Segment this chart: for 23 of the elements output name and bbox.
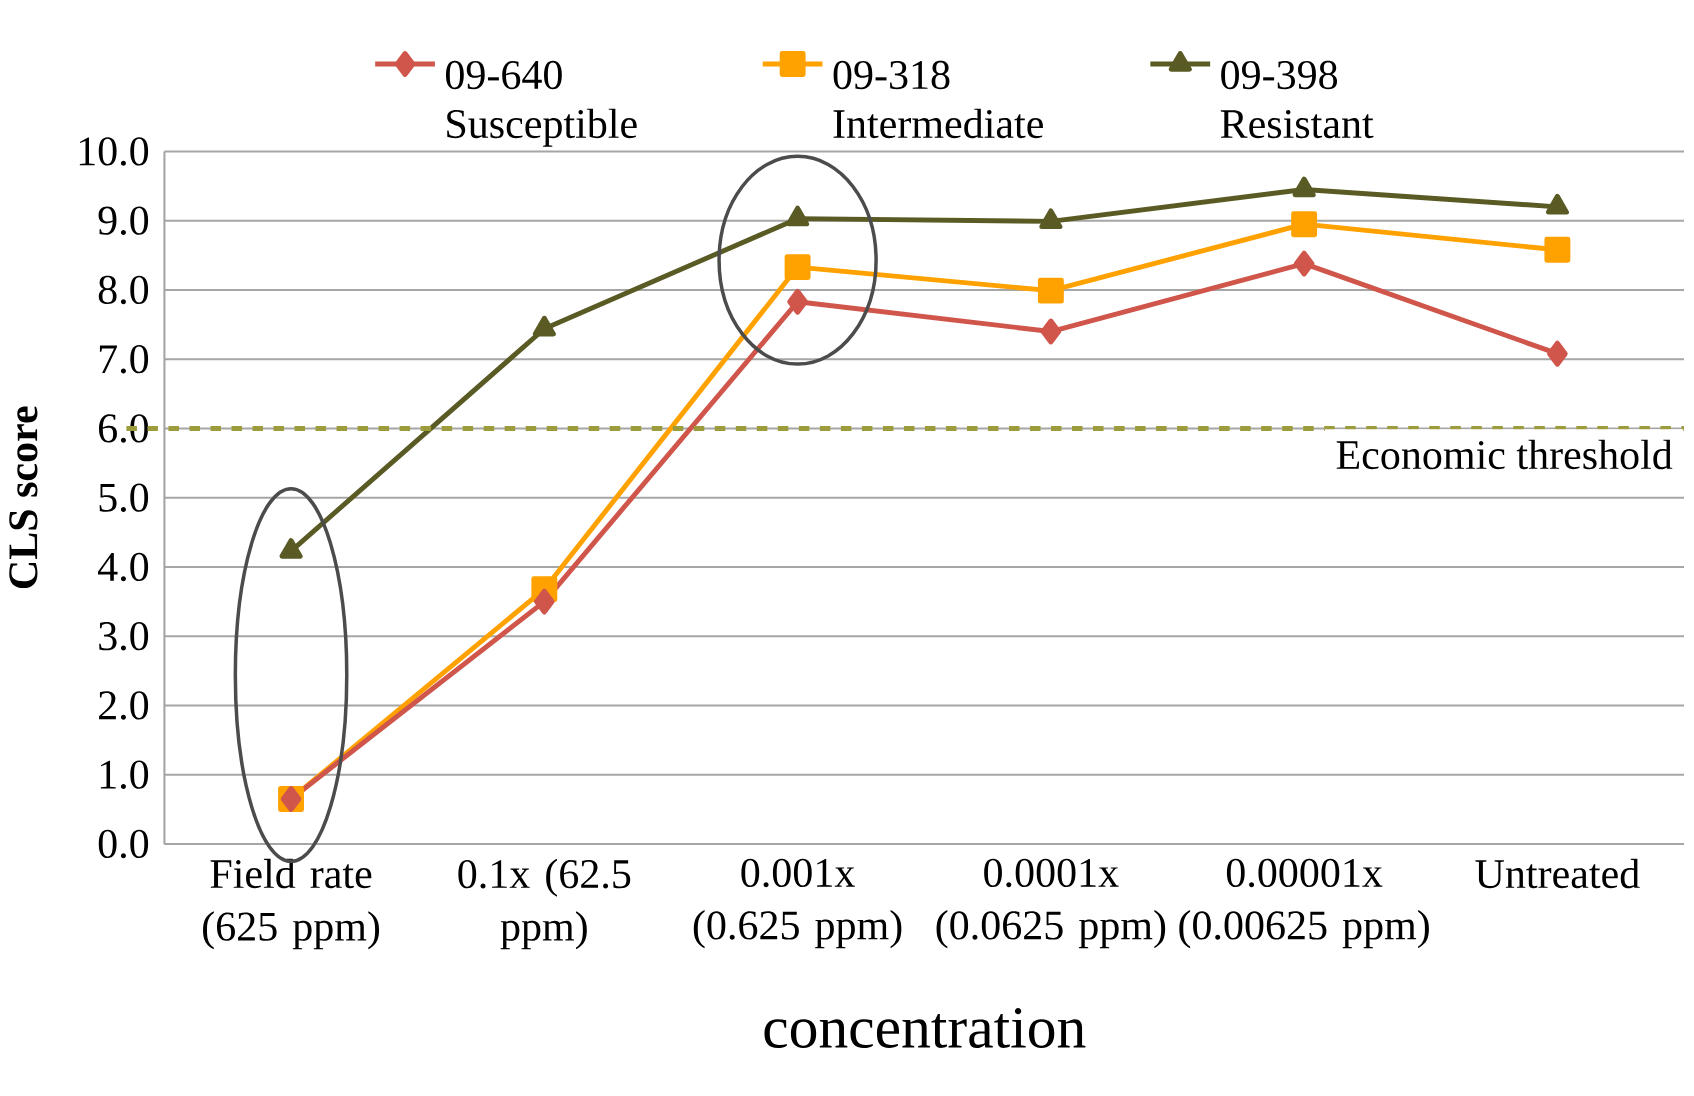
y-tick-label: 0.0 xyxy=(98,829,149,859)
x-tick-label: Untreated xyxy=(1475,858,1640,889)
y-tick-label: 7.0 xyxy=(99,344,149,374)
y-tick-label: 9.0 xyxy=(98,206,149,235)
y-tick-label: 10.0 xyxy=(79,137,149,166)
y-tick-label: 6.0 xyxy=(98,414,149,443)
x-tick-label: 0.1x (62.5 ppm) xyxy=(458,858,631,950)
x-tick-label: 0.001x (0.625 ppm) xyxy=(693,858,902,949)
y-axis-title: CLS score xyxy=(9,406,38,589)
x-tick-label: 0.0001x (0.0625 ppm) xyxy=(936,858,1166,949)
x-tick-label: Field rate (625 ppm) xyxy=(203,858,380,950)
legend-label: 09-398 Resistant xyxy=(1220,60,1374,139)
y-tick-label: 5.0 xyxy=(99,483,149,512)
y-tick-label: 2.0 xyxy=(99,691,149,720)
legend-label: 09-318 Intermediate xyxy=(833,60,1043,139)
ref-line-label: Economic threshold xyxy=(1336,439,1673,470)
x-axis-title: concentration xyxy=(764,1007,1086,1048)
x-tick-label: 0.00001x (0.00625 ppm) xyxy=(1179,858,1429,949)
legend-label: 09-640 Susceptible xyxy=(445,60,637,147)
y-tick-label: 1.0 xyxy=(100,760,149,789)
y-tick-label: 4.0 xyxy=(98,552,149,582)
y-tick-label: 8.0 xyxy=(98,275,149,305)
y-tick-label: 3.0 xyxy=(99,621,149,651)
